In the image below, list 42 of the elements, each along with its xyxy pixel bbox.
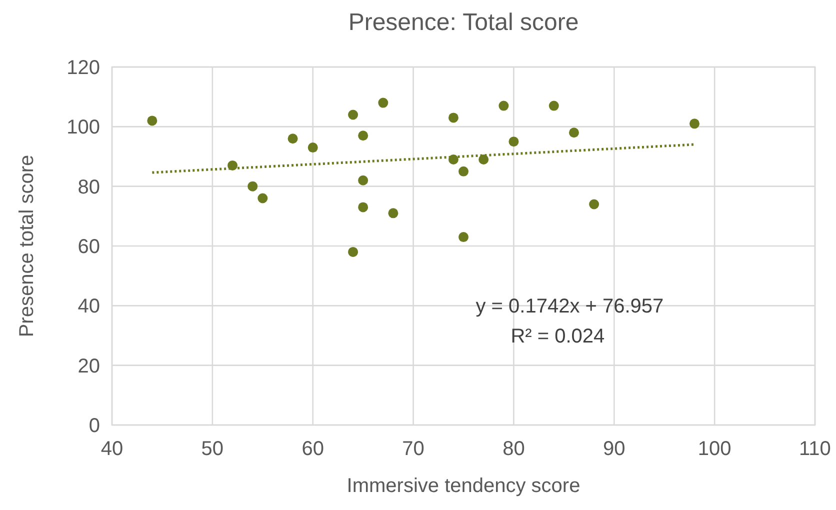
y-axis-title: Presence total score [16, 154, 38, 338]
y-tick-label: 80 [78, 176, 100, 198]
y-tick-label: 20 [78, 355, 100, 378]
x-axis-title: Immersive tendency score [346, 475, 580, 497]
x-tick-label: 60 [302, 438, 324, 460]
y-tick-label: 120 [66, 57, 100, 79]
x-tick-label: 50 [201, 438, 224, 460]
point [358, 202, 368, 212]
point [498, 100, 509, 111]
point [248, 181, 258, 192]
point [548, 100, 559, 111]
point [258, 193, 268, 204]
point [358, 175, 368, 186]
x-tick-label: 80 [502, 438, 525, 460]
point [478, 154, 489, 164]
annotation: y = 0.1742x + 76.957 [476, 296, 664, 318]
point [358, 130, 368, 141]
x-tick-label: 90 [603, 438, 626, 460]
point [388, 208, 398, 218]
point [288, 134, 298, 144]
point [308, 142, 318, 153]
chart-title: Presence: Total score [348, 9, 579, 36]
point [508, 136, 519, 147]
point [689, 118, 700, 129]
point [378, 98, 388, 108]
point [348, 110, 358, 120]
x-tick-label: 110 [799, 438, 831, 460]
y-tick-label: 0 [88, 415, 100, 437]
x-tick-label: 40 [100, 438, 124, 460]
point [568, 128, 579, 138]
point [458, 166, 468, 176]
x-tick-label: 70 [402, 438, 424, 460]
y-tick-label: 40 [78, 296, 100, 318]
x-tick-label: 100 [698, 438, 732, 460]
point [458, 232, 468, 242]
annotation: R² = 0.024 [510, 326, 605, 348]
point [348, 246, 358, 257]
y-tick-label: 100 [66, 116, 100, 139]
point [147, 116, 158, 126]
point [448, 112, 458, 123]
y-tick-label: 60 [78, 236, 100, 258]
point [589, 199, 600, 210]
